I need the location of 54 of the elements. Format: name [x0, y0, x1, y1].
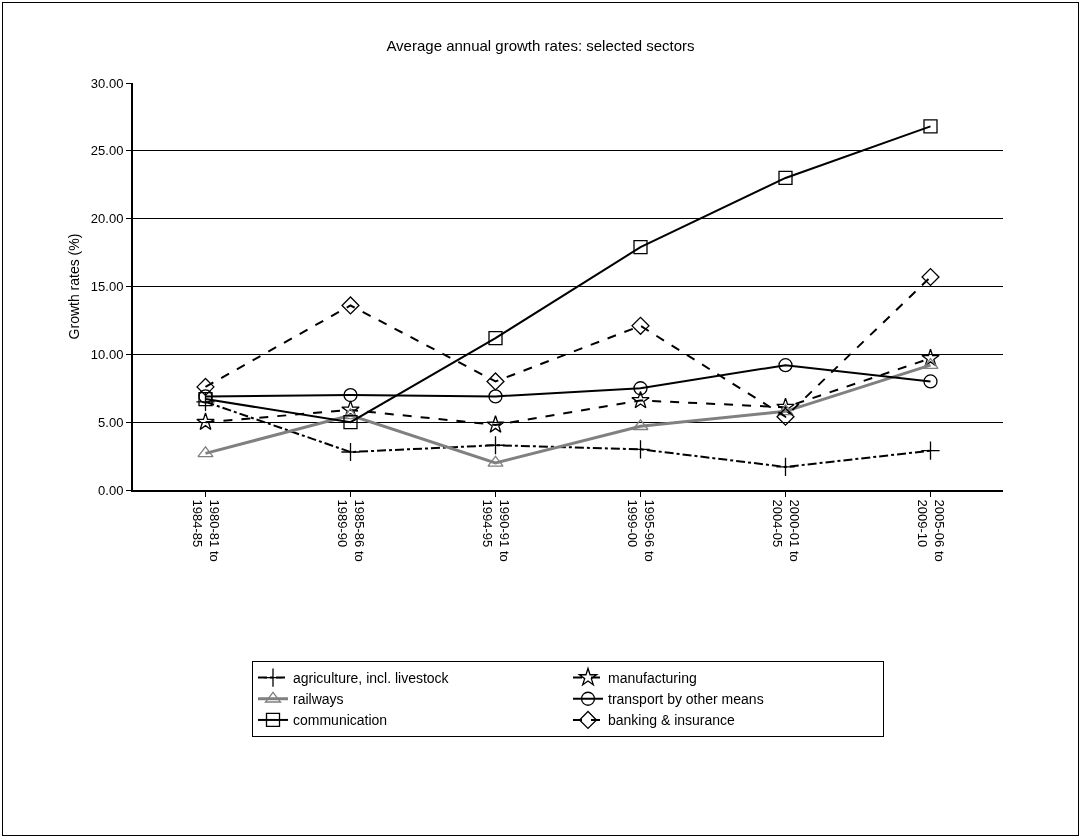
- y-tick-label: 30.00: [90, 75, 124, 91]
- point: [485, 435, 506, 455]
- y-tick-label: 10.00: [90, 346, 124, 362]
- point: [341, 296, 360, 315]
- point: [196, 412, 215, 431]
- x-tick-label: 1990-91 to 1994-95: [479, 499, 512, 562]
- x-tick-label: 1995-96 to 1999-00: [624, 499, 657, 562]
- legend-label: banking & insurance: [608, 712, 736, 729]
- point: [776, 397, 795, 416]
- legend-label: communication: [293, 712, 388, 729]
- point: [486, 372, 505, 391]
- point: [631, 316, 650, 335]
- point: [775, 457, 796, 477]
- point: [778, 170, 793, 186]
- x-tick-label: 1985-86 to 1989-90: [334, 499, 367, 562]
- legend-label: manufacturing: [608, 670, 697, 686]
- point: [197, 446, 214, 458]
- point: [487, 455, 504, 467]
- point: [923, 374, 938, 389]
- point: [488, 389, 503, 404]
- x-tick-label: 2005-06 to 2009-10: [914, 499, 947, 562]
- point: [488, 330, 503, 346]
- point: [343, 415, 358, 430]
- point: [776, 407, 795, 426]
- x-tick-label: 2000-01 to 2004-05: [769, 499, 802, 562]
- point: [343, 387, 358, 403]
- legend-label: transport by other means: [608, 691, 764, 708]
- y-tick-label: 20.00: [90, 211, 124, 227]
- y-tick-label: 0.00: [98, 482, 124, 498]
- point: [920, 440, 941, 461]
- point: [633, 240, 648, 255]
- point: [921, 267, 940, 287]
- chart-title: Average annual growth rates: selected sectors: [386, 36, 695, 54]
- point: [777, 404, 794, 416]
- point: [196, 377, 215, 396]
- point: [630, 439, 651, 460]
- point: [195, 392, 216, 412]
- legend-label: railways: [293, 691, 344, 708]
- x-tick-label: 1980-81 to 1984-85: [189, 499, 222, 562]
- point: [633, 381, 648, 396]
- y-tick-label: 15.00: [90, 279, 124, 295]
- point: [631, 390, 650, 409]
- point: [342, 408, 359, 420]
- point: [922, 358, 939, 370]
- legend-label: agriculture, incl. livestock: [293, 670, 450, 686]
- y-axis-title: Growth rates (%): [65, 233, 82, 340]
- y-tick-label: 25.00: [90, 143, 124, 159]
- point: [921, 348, 940, 367]
- point: [778, 358, 793, 373]
- point: [486, 415, 505, 433]
- point: [632, 419, 649, 431]
- y-tick-label: 5.00: [98, 414, 124, 430]
- point: [923, 119, 938, 134]
- point: [340, 442, 361, 462]
